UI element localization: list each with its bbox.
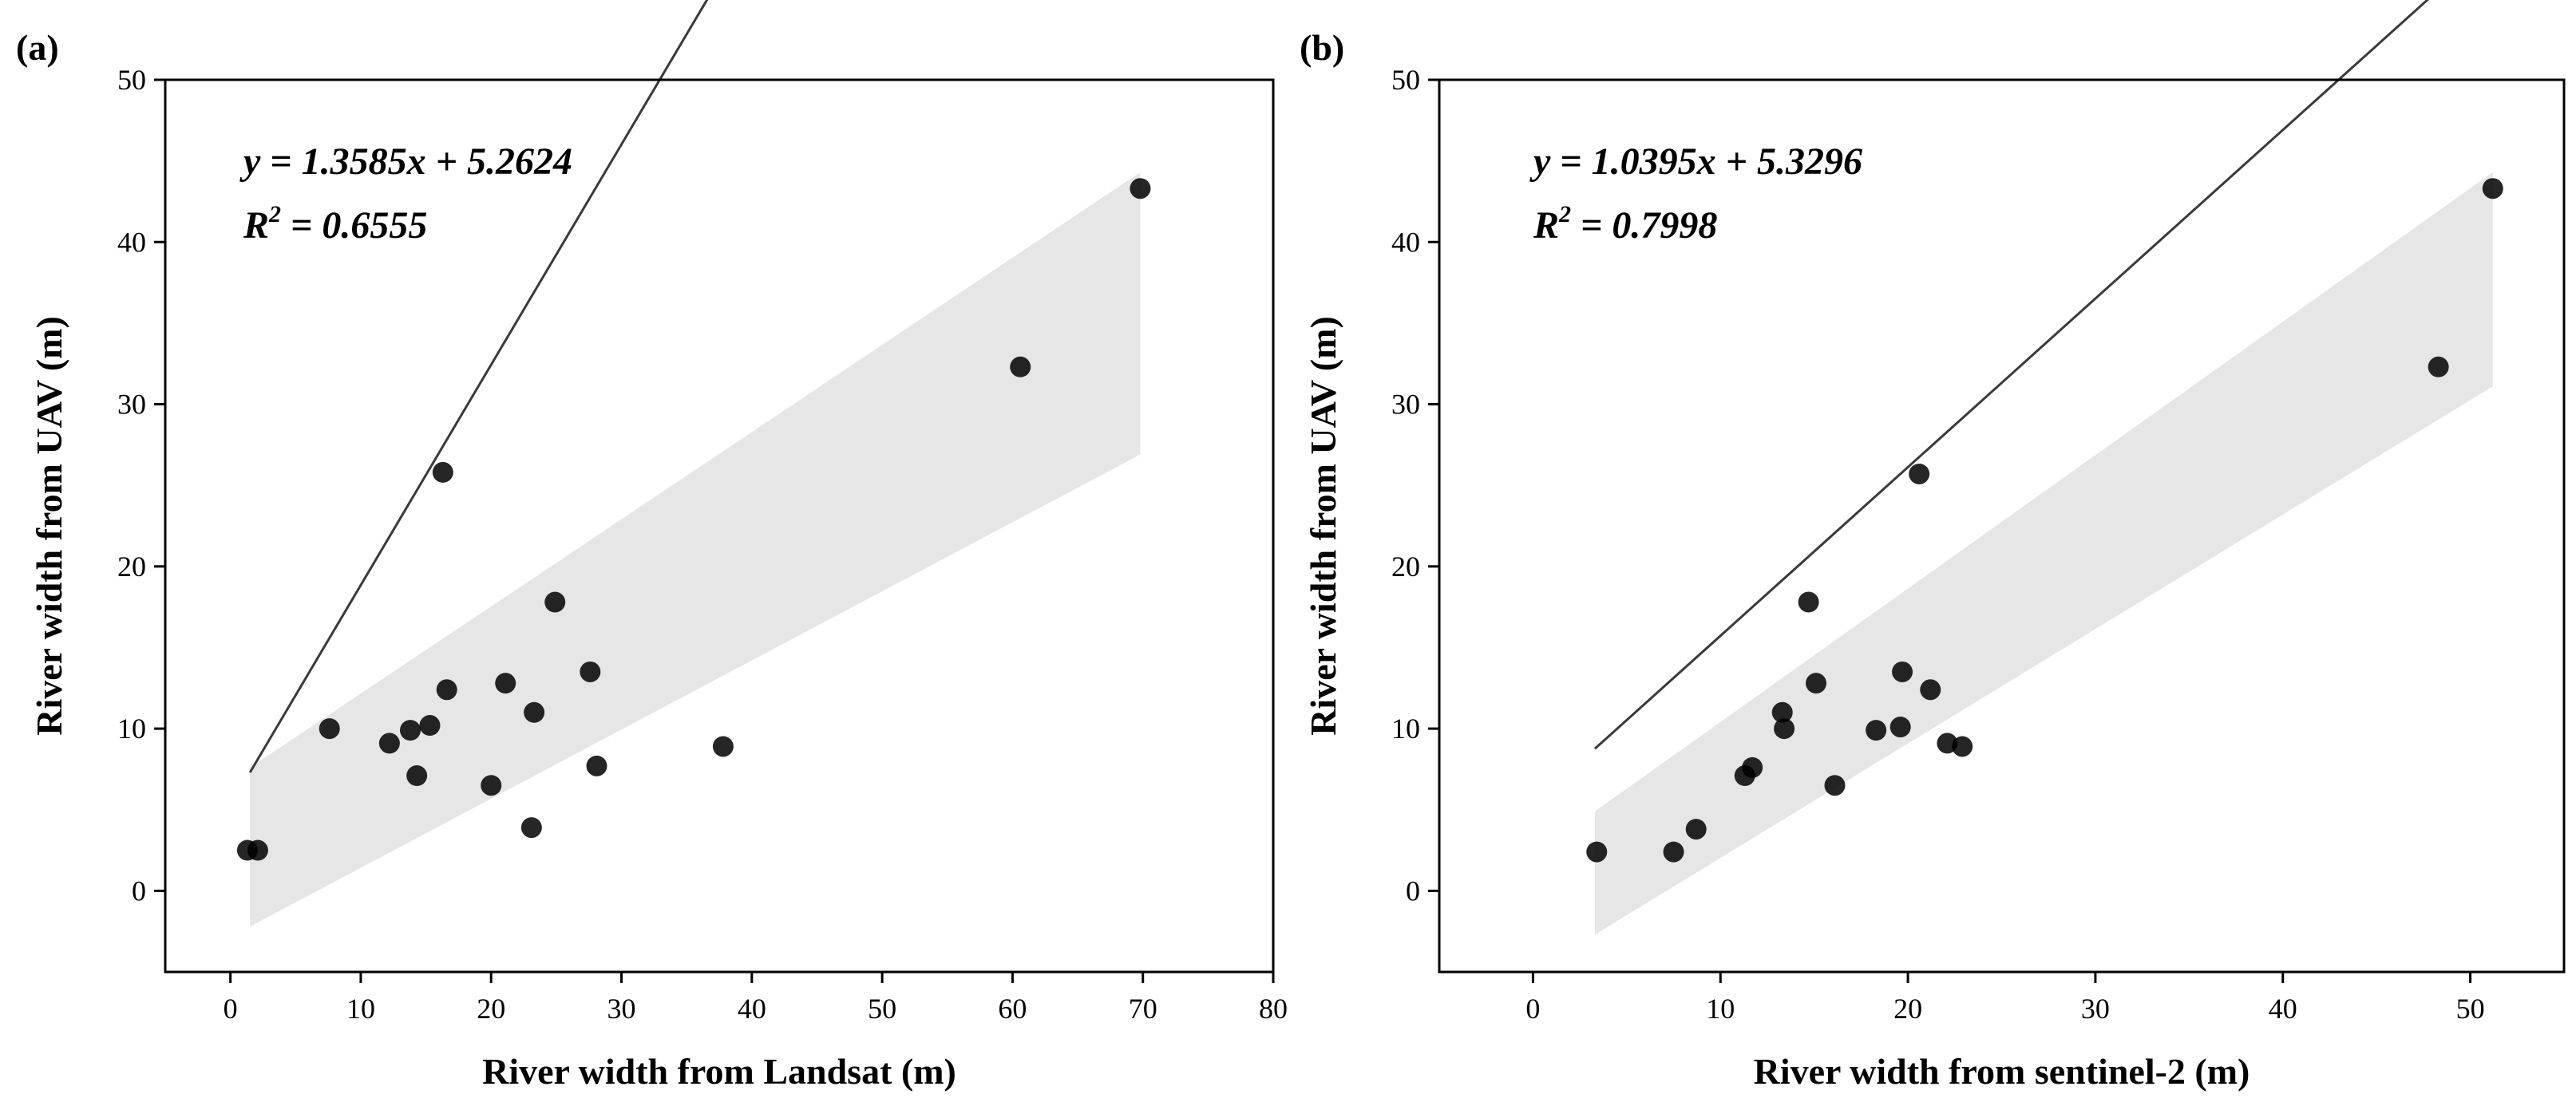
scatter-point (1806, 673, 1827, 694)
x-tick-label: 50 (868, 993, 896, 1025)
scatter-point (1685, 819, 1707, 840)
scatter-point (1130, 178, 1151, 199)
scatter-point (524, 701, 545, 723)
x-tick-label: 20 (1893, 993, 1922, 1025)
x-tick-label: 20 (477, 993, 505, 1025)
regression-line (248, 0, 709, 773)
y-tick-label: 20 (117, 551, 146, 583)
y-tick-label: 0 (132, 875, 146, 907)
scatter-point (1742, 756, 1763, 778)
scatter-point (1586, 841, 1608, 863)
y-tick-label: 10 (1391, 713, 1420, 745)
y-tick-label: 30 (1391, 389, 1420, 421)
scatter-point (406, 765, 428, 787)
x-tick-label: 40 (2269, 993, 2297, 1025)
confidence-band (250, 172, 1141, 927)
x-tick-label: 0 (224, 993, 238, 1025)
scatter-point (1824, 775, 1846, 796)
scatter-point (1920, 679, 1941, 701)
x-axis-title: River width from sentinel-2 (m) (1754, 1051, 2250, 1092)
panel-label: (b) (1300, 27, 1344, 68)
y-tick-label: 10 (117, 713, 146, 745)
regression-equation: y = 1.3585x + 5.2624 (239, 140, 572, 183)
y-tick-label: 20 (1391, 551, 1420, 583)
x-tick-label: 30 (607, 993, 636, 1025)
regression-equation: y = 1.0395x + 5.3296 (1529, 140, 1862, 183)
scatter-point (712, 736, 734, 757)
plot-frame (1438, 78, 2566, 974)
y-axis-title: River width from UAV (m) (1303, 316, 1343, 736)
scatter-point (1892, 661, 1913, 682)
y-tick-label: 50 (117, 64, 146, 96)
scatter-point (1798, 591, 1819, 613)
scatter-point (1889, 717, 1911, 738)
x-tick-label: 10 (1706, 993, 1735, 1025)
scatter-point (1952, 736, 1973, 757)
y-tick-label: 40 (117, 226, 146, 258)
y-tick-label: 40 (1391, 226, 1420, 258)
scatter-point (1771, 701, 1793, 723)
x-tick-label: 50 (2456, 993, 2485, 1025)
scatter-point (1774, 718, 1795, 740)
scatter-point (432, 461, 453, 483)
scatter-point (378, 733, 400, 754)
scatter-point (399, 720, 421, 741)
x-tick-label: 80 (1259, 993, 1288, 1025)
x-tick-label: 70 (1129, 993, 1157, 1025)
scatter-point (1010, 356, 1031, 377)
scatter-point (436, 679, 457, 701)
panel-b: 0 10 20 30 40 50 0 10 20 30 40 50 River width from s… (1300, 0, 2566, 1092)
x-axis-title: River width from Landsat (m) (482, 1051, 956, 1092)
regression-line (1593, 0, 2429, 750)
r-squared: R2 = 0.7998 (1533, 201, 1717, 247)
plot-frame (164, 78, 1275, 974)
scatter-point (1663, 841, 1684, 863)
scatter-point (1866, 720, 1887, 741)
x-tick-label: 30 (2081, 993, 2110, 1025)
y-tick-label: 30 (117, 389, 146, 421)
scatter-point (580, 661, 601, 682)
confidence-band (1594, 172, 2493, 935)
scatter-point (2482, 178, 2503, 199)
scatter-point (481, 775, 502, 796)
scatter-point (1909, 463, 1930, 484)
x-tick-label: 10 (346, 993, 375, 1025)
panel-label: (a) (16, 27, 59, 68)
y-tick-label: 0 (1406, 875, 1420, 907)
scatter-point (544, 591, 566, 613)
scatter-point (247, 839, 268, 861)
y-axis-title: River width from UAV (m) (29, 316, 69, 736)
r-squared: R2 = 0.6555 (243, 201, 427, 247)
scatter-point (520, 817, 542, 839)
x-tick-label: 40 (738, 993, 766, 1025)
panel-a: 0 10 20 30 40 50 60 70 80 0 10 20 30 40 50 River width … (16, 0, 1288, 1092)
scatter-point (419, 715, 441, 737)
scatter-point (319, 718, 340, 740)
x-tick-label: 60 (998, 993, 1027, 1025)
y-tick-label: 50 (1391, 64, 1420, 96)
scatter-point (495, 673, 516, 694)
x-tick-label: 0 (1525, 993, 1540, 1025)
scatter-point (586, 755, 607, 776)
scatter-point (2428, 356, 2449, 377)
